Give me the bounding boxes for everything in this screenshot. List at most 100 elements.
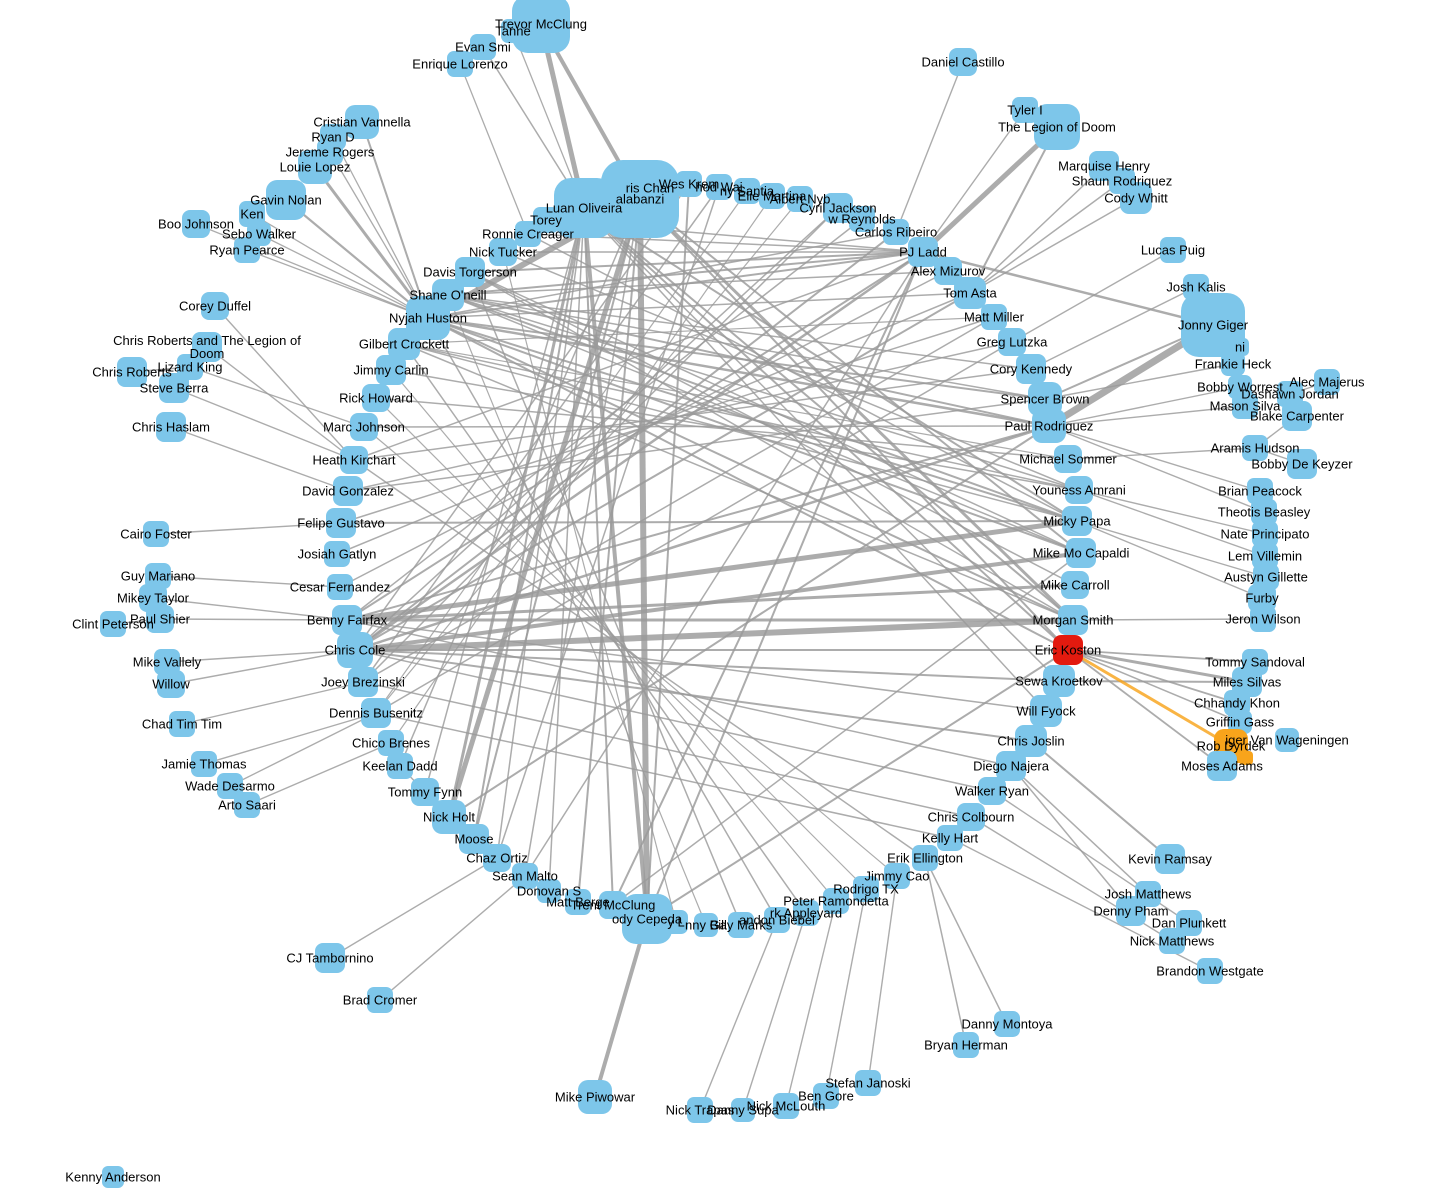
node-morgan[interactable]: [1058, 605, 1088, 635]
node-codyw[interactable]: [1120, 182, 1152, 214]
node-lem[interactable]: [1252, 543, 1278, 569]
node-cody[interactable]: [622, 894, 672, 944]
node-cesar[interactable]: [327, 574, 353, 600]
node-willf[interactable]: [1030, 695, 1062, 727]
node-paulrod[interactable]: [1032, 409, 1066, 443]
node-arto[interactable]: [234, 792, 260, 818]
node-dannys[interactable]: [731, 1098, 755, 1122]
node-mikev[interactable]: [154, 649, 180, 675]
node-moses[interactable]: [1207, 751, 1237, 781]
node-keelan[interactable]: [387, 753, 413, 779]
node-coryk[interactable]: [1016, 354, 1046, 384]
node-josiah[interactable]: [324, 541, 350, 567]
node-nyjah[interactable]: [406, 296, 450, 340]
node-jeron[interactable]: [1250, 606, 1276, 632]
node-kelly[interactable]: [937, 825, 963, 851]
node-ken[interactable]: [239, 201, 265, 227]
node-gavin[interactable]: [266, 180, 306, 220]
node-biebel[interactable]: [764, 907, 790, 933]
node-davis[interactable]: [455, 257, 485, 287]
node-giger[interactable]: [1181, 293, 1245, 357]
node-nicktucker[interactable]: [489, 238, 517, 266]
node-chhandy[interactable]: [1224, 690, 1250, 716]
node-luan[interactable]: [554, 178, 614, 238]
node-stefan[interactable]: [855, 1070, 881, 1096]
node-cyril[interactable]: [823, 193, 853, 223]
node-chrisroberts[interactable]: [117, 357, 147, 387]
node-micky[interactable]: [1062, 506, 1092, 536]
node-mattb[interactable]: [565, 889, 591, 915]
node-erik[interactable]: [912, 845, 938, 871]
node-wade[interactable]: [217, 773, 243, 799]
node-spencer[interactable]: [1028, 382, 1062, 416]
node-trevor[interactable]: [512, 0, 570, 53]
node-mikecarroll[interactable]: [1061, 571, 1089, 599]
node-legion[interactable]: [1034, 104, 1080, 150]
node-dannyga[interactable]: [694, 913, 718, 937]
node-dennis[interactable]: [361, 698, 391, 728]
node-nickm[interactable]: [1159, 928, 1185, 954]
node-nicktrap[interactable]: [687, 1097, 713, 1123]
node-walker[interactable]: [978, 777, 1006, 805]
node-ben[interactable]: [813, 1083, 839, 1109]
node-mikemo[interactable]: [1066, 538, 1096, 568]
node-jimmycao[interactable]: [884, 863, 910, 889]
node-boo[interactable]: [182, 210, 210, 238]
node-coreyd[interactable]: [201, 292, 229, 320]
node-dyrdek2[interactable]: [1239, 751, 1253, 765]
node-chriscole[interactable]: [337, 632, 373, 668]
node-moose[interactable]: [459, 824, 489, 854]
node-kevinr[interactable]: [1155, 844, 1185, 874]
node-blake[interactable]: [1282, 401, 1312, 431]
node-louie[interactable]: [298, 150, 332, 184]
node-nickholt[interactable]: [432, 800, 466, 834]
node-tyler[interactable]: [1012, 97, 1038, 123]
node-manny[interactable]: [734, 178, 760, 204]
node-furby[interactable]: [1248, 584, 1276, 612]
node-msommer[interactable]: [1054, 445, 1082, 473]
node-guym[interactable]: [145, 563, 171, 589]
node-nickmcl[interactable]: [773, 1093, 799, 1119]
node-brandonw[interactable]: [1197, 958, 1223, 984]
node-danp[interactable]: [1176, 910, 1202, 936]
node-gilbert[interactable]: [388, 328, 420, 360]
node-diego[interactable]: [996, 751, 1026, 781]
node-tomasta[interactable]: [954, 277, 986, 309]
node-elie[interactable]: [759, 183, 785, 209]
node-jamie[interactable]: [191, 751, 217, 777]
node-ryanp[interactable]: [234, 237, 260, 263]
node-mikep[interactable]: [578, 1080, 612, 1114]
node-colbourn[interactable]: [957, 803, 985, 831]
node-appleyard[interactable]: [793, 900, 819, 926]
node-evan[interactable]: [470, 34, 496, 60]
node-miles[interactable]: [1232, 667, 1262, 697]
node-willow[interactable]: [157, 670, 185, 698]
node-cj[interactable]: [315, 943, 345, 973]
node-dannym[interactable]: [994, 1011, 1020, 1037]
node-theotis[interactable]: [1251, 499, 1277, 525]
node-griffin[interactable]: [1228, 710, 1252, 734]
node-seanm[interactable]: [512, 863, 538, 889]
node-pauls[interactable]: [146, 605, 174, 633]
node-davidg[interactable]: [333, 476, 363, 506]
node-pjladd[interactable]: [908, 237, 938, 267]
node-cairo[interactable]: [143, 521, 169, 547]
node-youness[interactable]: [1065, 476, 1093, 504]
node-peter[interactable]: [823, 888, 849, 914]
node-greg[interactable]: [998, 328, 1026, 356]
node-brad[interactable]: [367, 987, 393, 1013]
node-cristian[interactable]: [345, 105, 379, 139]
node-danielc[interactable]: [949, 48, 977, 76]
node-crltd[interactable]: [192, 332, 222, 362]
node-enrique[interactable]: [447, 51, 473, 77]
node-bobbyd[interactable]: [1287, 449, 1317, 479]
node-koston[interactable]: [1053, 635, 1083, 665]
node-salabanzi[interactable]: [601, 160, 679, 238]
node-dashawn[interactable]: [1277, 381, 1303, 407]
node-mason[interactable]: [1232, 393, 1258, 419]
node-carlos[interactable]: [883, 219, 909, 245]
node-tommyf[interactable]: [411, 778, 439, 806]
node-andrew[interactable]: [849, 206, 875, 232]
node-ishod[interactable]: [706, 174, 732, 200]
